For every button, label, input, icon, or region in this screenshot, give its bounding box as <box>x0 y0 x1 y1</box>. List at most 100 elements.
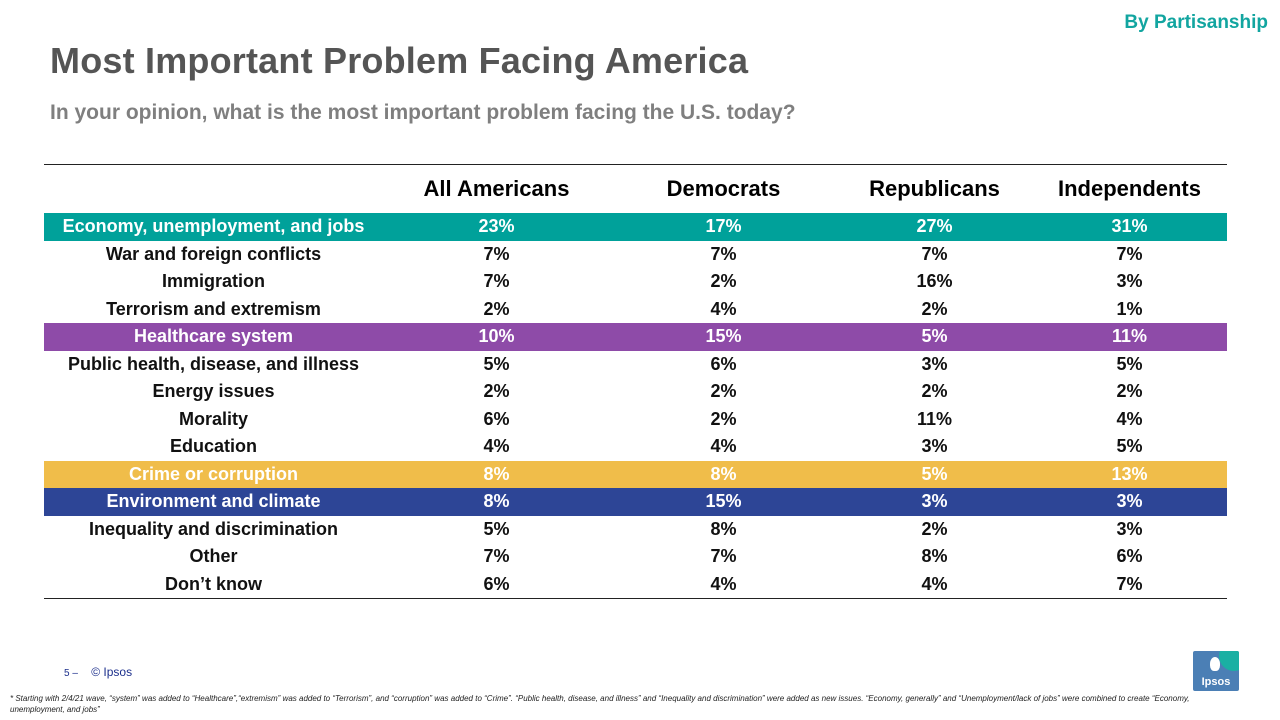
page-footer: 5 ‒ © Ipsos <box>64 665 132 679</box>
footnote: * Starting with 2/4/21 wave, “system” wa… <box>10 694 1190 714</box>
results-table-container: All Americans Democrats Republicans Inde… <box>44 164 1227 599</box>
row-label: Energy issues <box>152 381 275 402</box>
value-republicans: 2% <box>921 381 948 402</box>
table-row: Terrorism and extremism 2% 4% 2% 1% <box>44 296 1227 324</box>
table-row: Morality 6% 2% 11% 4% <box>44 406 1227 434</box>
table-row: Don’t know 6% 4% 4% 7% <box>44 571 1227 599</box>
value-republicans: 3% <box>921 436 948 457</box>
page-subtitle: In your opinion, what is the most import… <box>50 101 796 124</box>
row-label: Other <box>189 546 238 567</box>
table-row: Environment and climate 8% 15% 3% 3% <box>44 488 1227 516</box>
table-row: Economy, unemployment, and jobs 23% 17% 27%… <box>44 213 1227 241</box>
value-democrats: 6% <box>710 353 737 374</box>
value-republicans: 7% <box>921 243 948 264</box>
value-all-americans: 5% <box>483 353 510 374</box>
value-democrats: 7% <box>710 243 737 264</box>
value-democrats: 17% <box>705 216 742 237</box>
value-democrats: 2% <box>710 408 737 429</box>
value-democrats: 4% <box>710 298 737 319</box>
row-label: Crime or corruption <box>128 463 298 484</box>
value-republicans: 5% <box>921 326 948 347</box>
row-label: Immigration <box>161 271 265 292</box>
copyright: © Ipsos <box>91 665 133 679</box>
value-all-americans: 5% <box>483 518 510 539</box>
value-independents: 4% <box>1116 408 1143 429</box>
value-all-americans: 7% <box>483 243 510 264</box>
table-row: Immigration 7% 2% 16% 3% <box>44 268 1227 296</box>
column-header-democrats: Democrats <box>666 176 781 201</box>
row-label: Public health, disease, and illness <box>67 353 360 374</box>
value-independents: 31% <box>1111 216 1148 237</box>
page-number: 5 ‒ <box>64 668 78 679</box>
value-independents: 13% <box>1111 463 1148 484</box>
value-democrats: 15% <box>705 491 742 512</box>
table-row: War and foreign conflicts 7% 7% 7% 7% <box>44 241 1227 269</box>
value-all-americans: 4% <box>483 436 510 457</box>
table-row: Healthcare system 10% 15% 5% 11% <box>44 323 1227 351</box>
value-democrats: 4% <box>710 436 737 457</box>
value-democrats: 2% <box>710 271 737 292</box>
value-independents: 2% <box>1116 381 1143 402</box>
row-label: Terrorism and extremism <box>106 298 321 319</box>
row-label: Inequality and discrimination <box>88 518 339 539</box>
value-republicans: 2% <box>921 518 948 539</box>
value-democrats: 8% <box>710 463 737 484</box>
results-table: All Americans Democrats Republicans Inde… <box>44 165 1227 598</box>
column-header-issue <box>44 165 383 213</box>
row-label: Morality <box>178 408 248 429</box>
value-republicans: 3% <box>921 353 948 374</box>
value-all-americans: 2% <box>483 381 510 402</box>
row-label: Don’t know <box>165 573 262 594</box>
value-independents: 5% <box>1116 436 1143 457</box>
value-independents: 7% <box>1116 243 1143 264</box>
value-all-americans: 6% <box>483 408 510 429</box>
value-republicans: 16% <box>916 271 953 292</box>
row-label: Healthcare system <box>133 326 294 347</box>
value-all-americans: 7% <box>483 271 510 292</box>
table-row: Public health, disease, and illness 5% 6% 3… <box>44 351 1227 379</box>
value-democrats: 4% <box>710 573 737 594</box>
page-title: Most Important Problem Facing America <box>50 40 749 81</box>
table-row: Education 4% 4% 3% 5% <box>44 433 1227 461</box>
table-row: Energy issues 2% 2% 2% 2% <box>44 378 1227 406</box>
column-header-independents: Independents <box>1057 176 1201 201</box>
row-label: Economy, unemployment, and jobs <box>62 216 365 237</box>
value-all-americans: 6% <box>483 573 510 594</box>
value-democrats: 8% <box>710 518 737 539</box>
value-republicans: 27% <box>916 216 953 237</box>
value-republicans: 4% <box>921 573 948 594</box>
value-all-americans: 7% <box>483 546 510 567</box>
row-label: Environment and climate <box>106 491 321 512</box>
value-all-americans: 10% <box>478 326 515 347</box>
row-label: War and foreign conflicts <box>105 243 322 264</box>
table-row: Inequality and discrimination 5% 8% 2% 3% <box>44 516 1227 544</box>
table-row: Other 7% 7% 8% 6% <box>44 543 1227 571</box>
logo-figure-icon <box>1210 657 1220 671</box>
value-independents: 3% <box>1116 518 1143 539</box>
value-independents: 3% <box>1116 271 1143 292</box>
value-independents: 5% <box>1116 353 1143 374</box>
logo-text: Ipsos <box>1201 676 1231 688</box>
value-republicans: 2% <box>921 298 948 319</box>
column-header-all-americans: All Americans <box>423 176 570 201</box>
section-label: By Partisanship <box>1124 12 1268 33</box>
column-header-republicans: Republicans <box>869 176 1000 201</box>
value-republicans: 5% <box>921 463 948 484</box>
value-republicans: 11% <box>916 408 953 429</box>
value-democrats: 15% <box>705 326 742 347</box>
row-label: Education <box>169 436 257 457</box>
value-independents: 7% <box>1116 573 1143 594</box>
logo-swoosh-icon <box>1219 651 1239 671</box>
value-republicans: 8% <box>921 546 948 567</box>
value-independents: 3% <box>1116 491 1143 512</box>
value-all-americans: 8% <box>483 491 510 512</box>
value-republicans: 3% <box>921 491 948 512</box>
table-header-row: All Americans Democrats Republicans Inde… <box>44 165 1227 213</box>
value-all-americans: 23% <box>478 216 515 237</box>
value-all-americans: 2% <box>483 298 510 319</box>
ipsos-logo: Ipsos <box>1193 651 1239 691</box>
value-democrats: 7% <box>710 546 737 567</box>
value-independents: 6% <box>1116 546 1143 567</box>
table-row: Crime or corruption 8% 8% 5% 13% <box>44 460 1227 488</box>
value-democrats: 2% <box>710 381 737 402</box>
